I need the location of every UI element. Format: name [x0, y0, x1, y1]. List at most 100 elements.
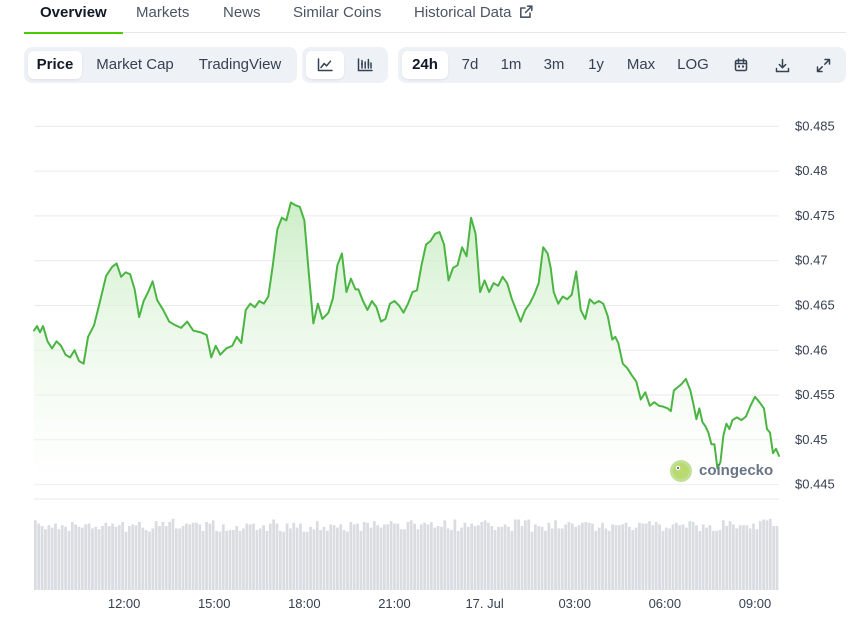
- volume-bar: [594, 530, 598, 590]
- volume-bar: [570, 523, 574, 590]
- tradingview-button[interactable]: TradingView: [198, 56, 282, 73]
- volume-bar: [154, 521, 158, 590]
- volume-bar: [127, 526, 131, 590]
- volume-bar: [473, 526, 477, 590]
- x-axis: 12:00 15:00 18:00 21:00 17. Jul 03:00 06:00 09:…: [108, 596, 771, 611]
- volume-bar: [198, 524, 202, 590]
- volume-bar: [601, 522, 604, 590]
- volume-bar: [419, 524, 423, 590]
- volume-bar: [346, 531, 349, 590]
- volume-bar: [460, 527, 463, 590]
- volume-bar: [369, 527, 373, 590]
- volume-bar: [530, 531, 534, 590]
- volume-bar: [208, 523, 212, 590]
- volume-bar: [621, 524, 625, 590]
- volume-bar: [500, 526, 504, 590]
- range-1y-button[interactable]: 1y: [588, 56, 604, 73]
- volume-bar: [678, 525, 682, 590]
- range-24h-button[interactable]: 24h: [402, 51, 448, 79]
- volume-bar: [389, 521, 393, 590]
- volume-bar: [758, 521, 762, 590]
- volume-bar: [94, 526, 98, 590]
- volume-bar: [560, 528, 564, 590]
- volume-bar: [339, 524, 343, 590]
- volume-bar: [554, 520, 557, 590]
- volume-bar: [574, 526, 578, 590]
- tab-historical-data[interactable]: Historical Data: [414, 4, 533, 32]
- price-button[interactable]: Price: [28, 51, 82, 79]
- volume-bar: [383, 524, 386, 590]
- volume-bar: [138, 521, 141, 590]
- expand-button[interactable]: [806, 51, 840, 79]
- volume-bar: [624, 522, 628, 590]
- volume-bar: [644, 523, 648, 590]
- line-chart-button[interactable]: [306, 51, 344, 79]
- volume-bar: [406, 521, 410, 590]
- volume-bar: [195, 522, 198, 590]
- volume-bar: [611, 524, 614, 590]
- volume-bar: [151, 528, 155, 590]
- volume-bar: [503, 524, 507, 590]
- time-range-selector: 24h 7d 1m 3m 1y Max LOG: [398, 47, 846, 83]
- tab-similar-coins[interactable]: Similar Coins: [293, 4, 382, 21]
- download-button[interactable]: [765, 51, 799, 79]
- volume-bar: [171, 518, 175, 590]
- volume-bar: [225, 530, 229, 590]
- range-1m-button[interactable]: 1m: [500, 56, 522, 73]
- external-link-icon: [519, 5, 533, 23]
- x-tick-label: 12:00: [108, 596, 141, 611]
- range-3m-button[interactable]: 3m: [543, 56, 565, 73]
- volume-bar: [107, 526, 111, 590]
- y-tick-label: $0.455: [795, 387, 835, 402]
- volume-bar: [681, 524, 685, 590]
- volume-bar: [627, 526, 631, 590]
- range-7d-button[interactable]: 7d: [461, 56, 479, 73]
- volume-bar: [490, 526, 494, 590]
- calendar-button[interactable]: [724, 51, 758, 79]
- volume-bar: [191, 522, 195, 590]
- coingecko-logo-icon: [670, 460, 692, 482]
- volume-bar: [121, 521, 125, 590]
- volume-bar: [131, 524, 135, 590]
- volume-bar: [144, 530, 148, 590]
- volume-bar: [711, 530, 715, 590]
- volume-bar: [436, 526, 440, 590]
- volume-bar: [64, 526, 67, 590]
- volume-bar: [409, 520, 413, 590]
- candlestick-chart-button[interactable]: [346, 51, 384, 79]
- volume-bar: [470, 523, 474, 590]
- volume-bar: [701, 524, 705, 590]
- chart-kind-selector: Price Market Cap TradingView: [24, 47, 297, 83]
- price-area-fill: [34, 202, 779, 498]
- range-max-button[interactable]: Max: [626, 56, 656, 73]
- log-scale-button[interactable]: LOG: [677, 56, 709, 73]
- volume-bar: [84, 524, 88, 590]
- volume-bar: [141, 527, 145, 590]
- volume-bar: [332, 525, 336, 590]
- volume-bar: [205, 521, 208, 590]
- volume-bar: [768, 518, 772, 590]
- volume-bar: [607, 530, 611, 590]
- volume-bar: [34, 520, 37, 590]
- tab-markets[interactable]: Markets: [136, 4, 190, 21]
- tab-overview[interactable]: Overview: [24, 4, 123, 34]
- volume-bar: [399, 529, 403, 590]
- volume-bar: [114, 526, 118, 590]
- volume-bar: [319, 530, 323, 590]
- volume-bar: [91, 528, 94, 590]
- x-tick-label: 15:00: [198, 596, 231, 611]
- volume-bar: [540, 526, 544, 590]
- volume-bar: [537, 526, 541, 590]
- tab-news[interactable]: News: [223, 4, 261, 21]
- y-axis: $0.485 $0.48 $0.475 $0.47 $0.465 $0.46 $0.455 $…: [795, 118, 835, 491]
- volume-bar: [732, 524, 735, 590]
- volume-bar: [376, 525, 380, 590]
- market-cap-button[interactable]: Market Cap: [96, 56, 174, 73]
- volume-bar: [245, 523, 249, 590]
- volume-bar: [188, 524, 192, 590]
- volume-bar: [685, 527, 688, 590]
- volume-bar: [359, 530, 363, 590]
- volume-bar: [44, 529, 47, 590]
- volume-bar: [584, 521, 588, 590]
